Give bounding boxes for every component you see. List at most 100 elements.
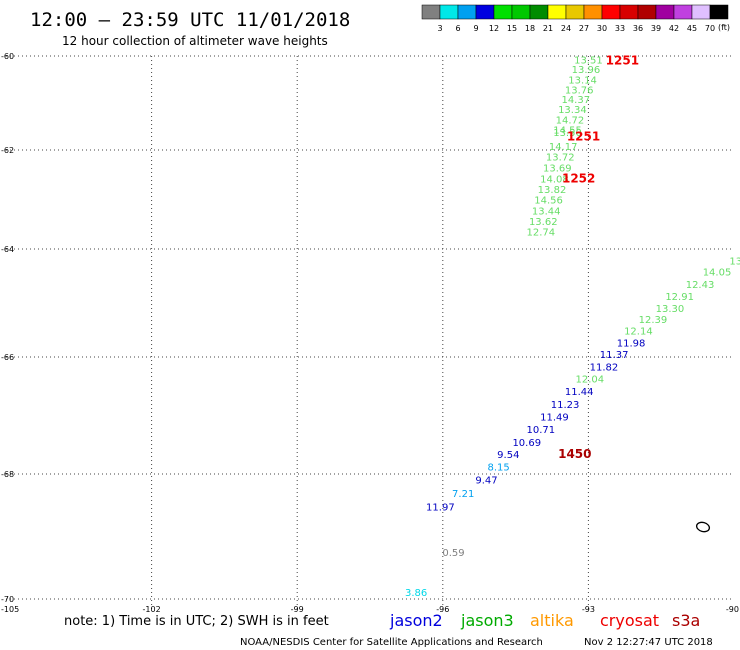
pass-time-label: 1251 — [567, 129, 600, 143]
swh-value-label: 11.37 — [600, 350, 629, 361]
legend-label: 30 — [597, 24, 607, 33]
legend-label: 39 — [651, 24, 661, 33]
pass-time-label: 1450 — [558, 447, 591, 461]
swh-value-label: 14.56 — [534, 196, 563, 207]
lat-tick-label: -64 — [1, 245, 14, 254]
footer-note: note: 1) Time is in UTC; 2) SWH is in fe… — [64, 614, 329, 629]
swh-value-label: 13.51 — [574, 55, 603, 66]
legend-label: 36 — [633, 24, 643, 33]
swh-value-label: 11.49 — [540, 413, 569, 424]
swh-color-legend: 3 6 9 12 15 18 21 24 27 30 33 36 39 42 45 70 — [421, 4, 729, 33]
legend-swatch — [457, 4, 477, 20]
swh-value-label: 14.72 — [556, 115, 585, 126]
legend-label: 42 — [669, 24, 679, 33]
legend-label: 3 — [437, 24, 442, 33]
legend-swatch — [511, 4, 531, 20]
swh-value-label: 11.98 — [617, 338, 646, 349]
swh-value-label: 12.14 — [624, 327, 653, 338]
swh-value-label: 14.05 — [703, 268, 732, 279]
swh-value-label: 14.08 — [540, 175, 569, 186]
pass-time-label: 1252 — [562, 172, 595, 186]
lon-tick-label: -105 — [1, 605, 19, 614]
map-subtitle: 12 hour collection of altimeter wave hei… — [62, 34, 328, 48]
swh-value-label: 13.82 — [538, 185, 567, 196]
swh-value-label: 11.82 — [590, 362, 619, 373]
legend-swatch — [673, 4, 693, 20]
swh-value-label: 12.04 — [576, 375, 605, 386]
swh-value-label: 11.97 — [426, 503, 455, 514]
legend-swatch — [601, 4, 621, 20]
swh-value-label: 0.59 — [442, 548, 464, 559]
lon-tick-label: -90 — [726, 605, 739, 614]
footer-credit: NOAA/NESDIS Center for Satellite Applica… — [240, 637, 543, 648]
swh-value-label: 13.30 — [656, 304, 685, 315]
map-title: 12:00 – 23:59 UTC 11/01/2018 — [30, 9, 350, 31]
lat-tick-label: -66 — [1, 353, 14, 362]
footer-timestamp: Nov 2 12:27:47 UTC 2018 — [584, 637, 713, 648]
legend-swatch — [565, 4, 585, 20]
satellite-name-jason2: jason2 — [389, 611, 443, 630]
swh-value-label: 8.15 — [487, 462, 509, 473]
lat-tick-label: -62 — [1, 146, 14, 155]
swh-value-label: 11.23 — [551, 400, 580, 411]
legend-label: 6 — [455, 24, 460, 33]
legend-label: 15 — [507, 24, 517, 33]
swh-value-label: 9.54 — [497, 450, 519, 461]
satellite-name-s3a: s3a — [672, 611, 700, 630]
satellite-legend: jason2 jason3 altika cryosat s3a — [389, 611, 700, 630]
legend-label: 45 — [687, 24, 697, 33]
swh-value-label: 13.50 — [553, 128, 582, 139]
satellite-name-jason3: jason3 — [460, 611, 514, 630]
swh-value-label: 13.44 — [532, 206, 561, 217]
swh-value-label: 14.55 — [553, 125, 582, 136]
legend-swatch — [439, 4, 459, 20]
lon-tick-label: -99 — [291, 605, 304, 614]
swh-value-label: 12.74 — [527, 228, 556, 239]
legend-swatch — [493, 4, 513, 20]
swh-value-label: 12.91 — [665, 292, 694, 303]
swh-value-label: 13.34 — [558, 105, 587, 116]
legend-label: 27 — [579, 24, 589, 33]
legend-swatch — [475, 4, 495, 20]
legend-label: 21 — [543, 24, 553, 33]
legend-swatch — [691, 4, 711, 20]
lat-tick-label: -70 — [1, 595, 14, 604]
satellite-name-cryosat: cryosat — [600, 611, 659, 630]
map-grid — [6, 55, 734, 612]
swh-value-label: 13.14 — [568, 76, 597, 87]
lon-tick-label: -102 — [143, 605, 161, 614]
swh-value-label: 9.47 — [475, 476, 497, 487]
legend-swatch — [529, 4, 549, 20]
swh-value-label: 14.17 — [549, 142, 578, 153]
swh-value-label: 13.34 — [729, 256, 740, 267]
swh-value-label: 13.96 — [572, 65, 601, 76]
legend-swatch — [637, 4, 657, 20]
swh-value-label: 10.69 — [512, 438, 541, 449]
island-outline — [695, 521, 711, 533]
swh-value-label: 11.44 — [565, 387, 594, 398]
legend-swatch — [583, 4, 603, 20]
swh-value-label: 12.39 — [639, 315, 668, 326]
legend-label: 70 — [705, 24, 715, 33]
legend-swatch — [421, 4, 441, 20]
legend-label: 18 — [525, 24, 535, 33]
lon-tick-label: -96 — [436, 605, 449, 614]
swh-value-label: 3.86 — [405, 588, 427, 599]
swh-value-label: 13.62 — [529, 217, 558, 228]
map-axis-ticks: -60 -62 -64 -66 -68 -70-105 -102 -99 -96 -93 -90 — [1, 52, 739, 614]
legend-swatch — [655, 4, 675, 20]
lat-tick-label: -60 — [1, 52, 14, 61]
swh-value-label: 7.21 — [452, 489, 474, 500]
swh-value-label: 14.37 — [561, 95, 590, 106]
legend-unit: (ft) — [718, 23, 730, 32]
lat-tick-label: -68 — [1, 470, 14, 479]
legend-label: 33 — [615, 24, 625, 33]
swh-value-label: 10.71 — [527, 425, 556, 436]
lon-tick-label: -93 — [582, 605, 595, 614]
legend-label: 12 — [489, 24, 499, 33]
legend-label: 9 — [473, 24, 478, 33]
legend-swatch — [619, 4, 639, 20]
swh-value-label: 13.76 — [565, 85, 594, 96]
swh-observations: 13.5113.9613.1413.7614.3713.3414.7214.55… — [405, 55, 740, 599]
